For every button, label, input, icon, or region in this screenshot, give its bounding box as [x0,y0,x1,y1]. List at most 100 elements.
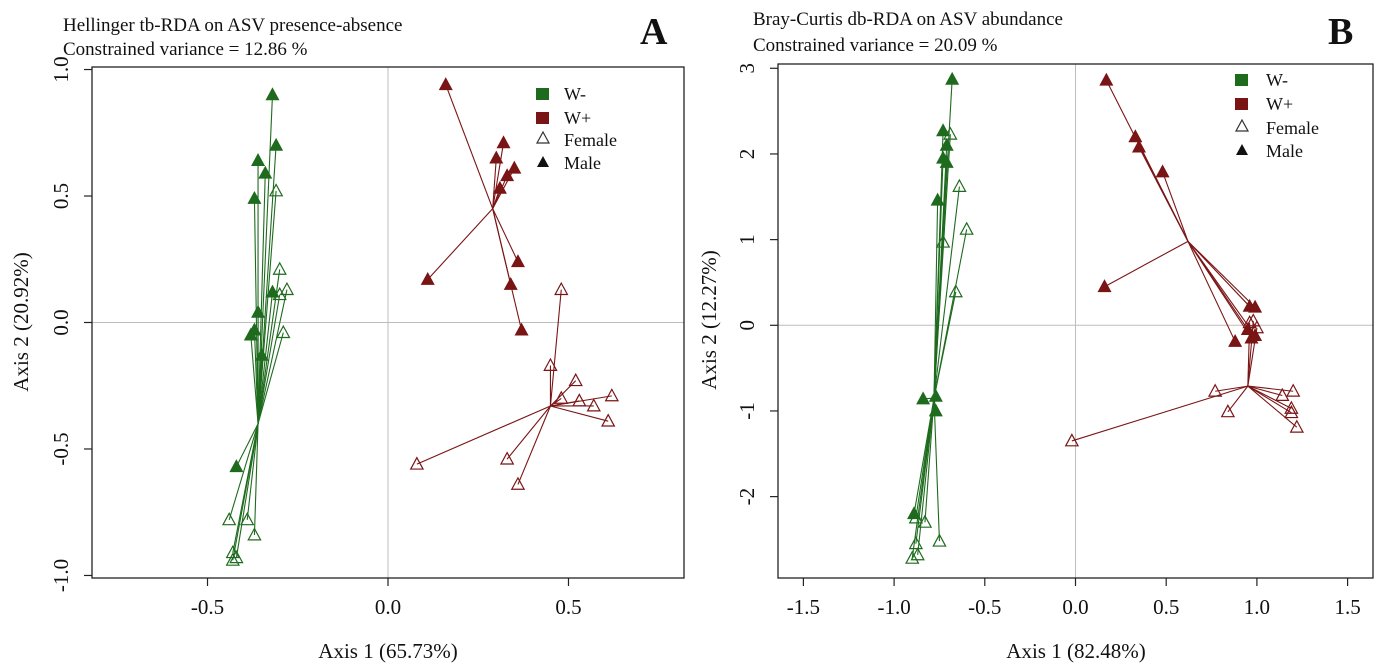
panel-a-female-point [268,183,284,197]
panel-a-link [257,289,288,424]
panel-b-y-tick-label: 2 [735,149,759,160]
panel-a-male-point [514,322,529,336]
panel-a-subtitle: Constrained variance = 12.86 % [63,39,308,60]
legend-a-w-minus-swatch [536,88,549,100]
panel-b-link [924,398,935,523]
panel-a-title: Hellinger tb-RDA on ASV presence-absence [63,15,402,36]
panel-a-female-point [229,550,244,564]
panel-b-male-point [928,388,943,402]
legend-a-male-triangle-icon [537,156,549,167]
panel-a-link [253,330,259,424]
panel-a-link [550,380,577,407]
panel-a-x-tick-label: 0.0 [375,595,401,619]
panel-a-link [492,208,519,263]
panel-a-male-point [251,304,266,318]
panel-b-male-point [1155,164,1170,178]
panel-b-female-point [1207,383,1223,397]
panel-b-female-point [959,221,974,235]
panel-b-link [1187,240,1256,308]
panel-b-male-point [936,123,951,137]
panel-a-x-ticks: -0.5 0.0 0.5 [191,578,582,619]
panel-b-x-tick-label: -0.5 [968,595,1001,619]
panel-a-male-point [243,327,258,341]
panel-a-link [550,405,609,422]
panel-a-y-tick-label: 0.5 [49,183,73,209]
panel-a-link [492,208,523,331]
panel-b-link [1247,385,1294,392]
panel-a-link [250,335,259,424]
panel-a-male-point [489,150,504,164]
panel-a-male-point [503,277,518,290]
legend-a-w-plus-label: W+ [564,108,591,128]
panel-b-link [933,291,957,399]
panel-a-male-point [420,271,435,285]
panel-a-female-point [554,281,569,296]
legend-b-w-minus-label: W- [1266,70,1288,90]
panel-b-link [917,398,935,555]
panel-b-male-point [1248,299,1263,313]
panel-a-male-point [438,77,453,91]
panel-a-female-point [221,512,237,526]
panel-b-female-point [1064,433,1080,447]
panel-a-link [549,289,562,407]
panel-b-male-point [939,137,954,151]
panel-a-female-point [225,552,240,566]
panel-a-link [246,423,259,520]
panel-b-male-point [945,71,960,85]
panel-a-female-point [247,527,262,541]
panel-a-female-point [409,456,425,470]
panel-a-female-point [276,324,291,339]
panel-b-legend: W- W+ Female Male [1234,70,1319,161]
legend-b-female-triangle-icon [1234,118,1250,132]
panel-a-male-point [492,180,507,194]
panel-a-y-tick-label: 1.0 [49,56,73,82]
panel-b-link [1071,385,1248,442]
panel-b-link [1247,385,1292,409]
panel-a-y-axis-label: Axis 2 (20.92%) [9,252,33,391]
panel-b-female-point [1286,383,1301,397]
panel-b-link [933,242,944,399]
panel-b-female-point [1246,313,1261,327]
panel-a-link [257,173,266,424]
panel-a-female-point [510,476,526,490]
legend-b-w-plus-swatch [1235,98,1248,110]
panel-a-male-point [269,137,284,151]
panel-a-male-point [258,165,273,179]
panel-b-female-point [908,510,924,524]
legend-a-female-triangle-icon [535,130,551,144]
panel-b-female-point [932,533,947,547]
panel-a-links [228,84,612,561]
panel-b-y-ticks: -2 -1 0 1 2 3 [735,63,778,505]
panel-b-female-point [910,547,925,561]
panel-a-x-axis-label: Axis 1 (65.73%) [318,639,457,663]
legend-b-w-minus-swatch [1235,74,1248,86]
panel-a-female-point [554,390,569,404]
panel-a-male-point [265,87,280,101]
panel-b-female-point [917,514,933,528]
panel-b-link [933,158,944,399]
panel-a-y-tick-label: -1.0 [49,559,73,592]
panel-b-x-axis-label: Axis 1 (82.48%) [1006,639,1145,663]
panel-b-x-tick-label: 1.0 [1244,595,1270,619]
panel-b-male-point [1128,129,1143,143]
panel-b-link [911,398,935,559]
panel-b-x-tick-label: -1.0 [877,595,910,619]
panel-a-link [257,190,277,424]
panel-a-male-point [510,254,525,268]
legend-b-w-plus-label: W+ [1266,94,1293,114]
panel-b-y-tick-label: 0 [735,320,759,331]
panel-a-female-point [543,357,558,371]
panel-a-male-point [247,190,262,204]
panel-b-x-tick-label: 0.0 [1062,595,1088,619]
panel-b-male-point [1097,279,1112,293]
panel-b-title: Bray-Curtis db-RDA on ASV abundance [753,9,1063,30]
panel-a-male-point [254,347,269,361]
panel-a-male-point [496,135,511,149]
panel-a-link [257,294,281,424]
panel-a-male-point [500,168,515,182]
legend-b-male-label: Male [1266,141,1303,161]
panel-a-link [232,423,259,561]
panel-b-y-tick-label: -2 [735,488,759,506]
panel-a-points [221,77,619,566]
legend-a-male-label: Male [564,153,601,173]
